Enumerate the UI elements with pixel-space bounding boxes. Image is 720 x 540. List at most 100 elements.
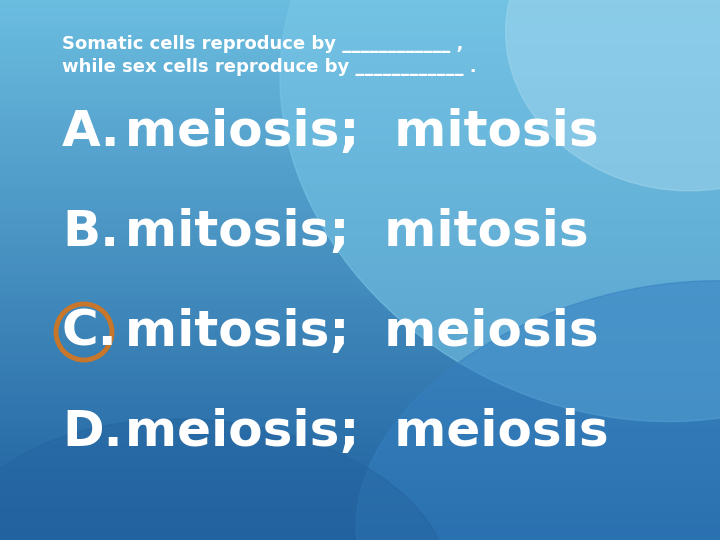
Text: C.: C. <box>62 308 118 356</box>
Bar <box>0 520 720 524</box>
Bar <box>0 18 720 22</box>
Bar <box>0 169 720 173</box>
Bar <box>0 231 720 235</box>
Bar <box>0 142 720 146</box>
Bar <box>0 453 720 456</box>
Bar <box>0 420 720 424</box>
Bar <box>0 369 720 373</box>
Bar <box>0 450 720 454</box>
Bar <box>0 39 720 43</box>
Bar <box>0 455 720 459</box>
Bar <box>0 334 720 338</box>
Bar <box>0 274 720 278</box>
Bar <box>0 412 720 416</box>
Bar <box>0 409 720 413</box>
Ellipse shape <box>505 0 720 191</box>
Bar <box>0 482 720 486</box>
Bar <box>0 23 720 27</box>
Bar <box>0 393 720 397</box>
Bar <box>0 264 720 267</box>
Bar <box>0 104 720 108</box>
Bar <box>0 177 720 181</box>
Bar <box>0 126 720 130</box>
Bar <box>0 385 720 389</box>
Bar <box>0 490 720 494</box>
Bar <box>0 528 720 532</box>
Bar <box>0 388 720 392</box>
Bar <box>0 442 720 446</box>
Bar <box>0 347 720 351</box>
Bar <box>0 185 720 189</box>
Bar <box>0 447 720 451</box>
Bar <box>0 258 720 262</box>
Bar <box>0 361 720 365</box>
Bar <box>0 48 720 51</box>
Bar <box>0 358 720 362</box>
Bar <box>0 180 720 184</box>
Bar <box>0 415 720 419</box>
Bar <box>0 401 720 405</box>
Bar <box>0 215 720 219</box>
Bar <box>0 120 720 124</box>
Bar <box>0 485 720 489</box>
Bar <box>0 212 720 216</box>
Bar <box>0 199 720 202</box>
Bar <box>0 72 720 76</box>
Bar <box>0 34 720 38</box>
Bar <box>0 366 720 370</box>
Bar <box>0 417 720 421</box>
Bar <box>0 107 720 111</box>
Text: while sex cells reproduce by ____________ .: while sex cells reproduce by ___________… <box>62 58 477 76</box>
Bar <box>0 102 720 105</box>
Bar <box>0 66 720 70</box>
Bar <box>0 250 720 254</box>
Bar <box>0 471 720 475</box>
Bar <box>0 304 720 308</box>
Bar <box>0 191 720 194</box>
Bar <box>0 204 720 208</box>
Bar <box>0 237 720 240</box>
Text: meiosis;  meiosis: meiosis; meiosis <box>125 408 608 456</box>
Bar <box>0 247 720 251</box>
Bar <box>0 201 720 205</box>
Bar <box>0 50 720 54</box>
Bar <box>0 196 720 200</box>
Bar <box>0 45 720 49</box>
Bar <box>0 93 720 97</box>
Bar <box>0 382 720 386</box>
Bar <box>0 380 720 383</box>
Bar <box>0 239 720 243</box>
Text: A.: A. <box>62 108 121 156</box>
Bar <box>0 150 720 154</box>
Bar <box>0 88 720 92</box>
Bar <box>0 326 720 329</box>
Bar <box>0 377 720 381</box>
Bar <box>0 188 720 192</box>
Bar <box>0 299 720 302</box>
Bar <box>0 523 720 526</box>
Bar <box>0 58 720 62</box>
Bar <box>0 463 720 467</box>
Bar <box>0 37 720 40</box>
Text: meiosis;  mitosis: meiosis; mitosis <box>125 108 598 156</box>
Bar <box>0 166 720 170</box>
Bar <box>0 245 720 248</box>
Bar <box>0 288 720 292</box>
Bar <box>0 477 720 481</box>
Bar <box>0 223 720 227</box>
Bar <box>0 423 720 427</box>
Bar <box>0 242 720 246</box>
Bar <box>0 531 720 535</box>
Bar <box>0 26 720 30</box>
Bar <box>0 315 720 319</box>
Bar <box>0 296 720 300</box>
Bar <box>0 372 720 375</box>
Bar <box>0 172 720 176</box>
Ellipse shape <box>280 0 720 422</box>
Bar <box>0 218 720 221</box>
Bar <box>0 91 720 94</box>
Bar <box>0 469 720 472</box>
Bar <box>0 253 720 256</box>
Ellipse shape <box>0 419 449 540</box>
Bar <box>0 399 720 402</box>
